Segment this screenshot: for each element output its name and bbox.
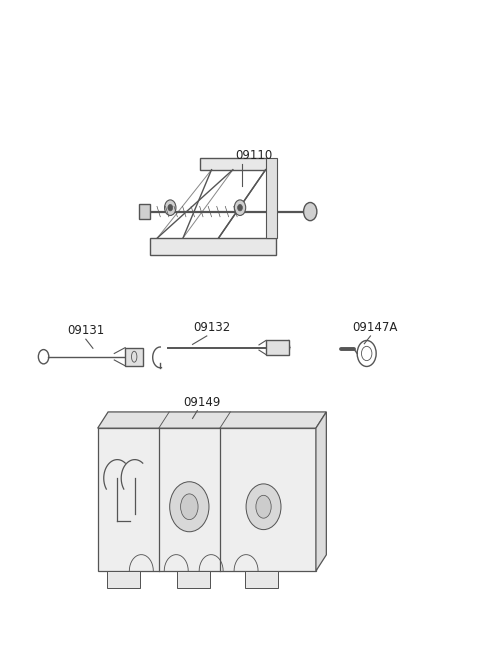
Text: 09147A: 09147A bbox=[352, 321, 398, 334]
Text: 09149: 09149 bbox=[183, 396, 221, 409]
Circle shape bbox=[234, 200, 246, 215]
Polygon shape bbox=[150, 238, 276, 255]
Ellipse shape bbox=[246, 484, 281, 530]
Bar bbox=[139, 204, 150, 219]
Text: 09132: 09132 bbox=[193, 321, 230, 334]
Bar bbox=[177, 571, 210, 588]
Bar bbox=[245, 571, 278, 588]
Circle shape bbox=[168, 204, 173, 211]
Polygon shape bbox=[97, 412, 326, 428]
Polygon shape bbox=[265, 158, 277, 238]
Bar bbox=[125, 348, 143, 365]
Polygon shape bbox=[316, 412, 326, 571]
Circle shape bbox=[165, 200, 176, 215]
Bar bbox=[97, 428, 316, 571]
Polygon shape bbox=[200, 158, 268, 170]
Circle shape bbox=[238, 204, 242, 211]
Circle shape bbox=[303, 202, 317, 221]
Text: 09131: 09131 bbox=[67, 324, 105, 337]
Ellipse shape bbox=[180, 494, 198, 519]
Bar bbox=[266, 341, 289, 354]
Ellipse shape bbox=[170, 481, 209, 532]
Text: 09110: 09110 bbox=[236, 149, 273, 162]
Bar bbox=[108, 571, 140, 588]
Ellipse shape bbox=[256, 495, 271, 518]
